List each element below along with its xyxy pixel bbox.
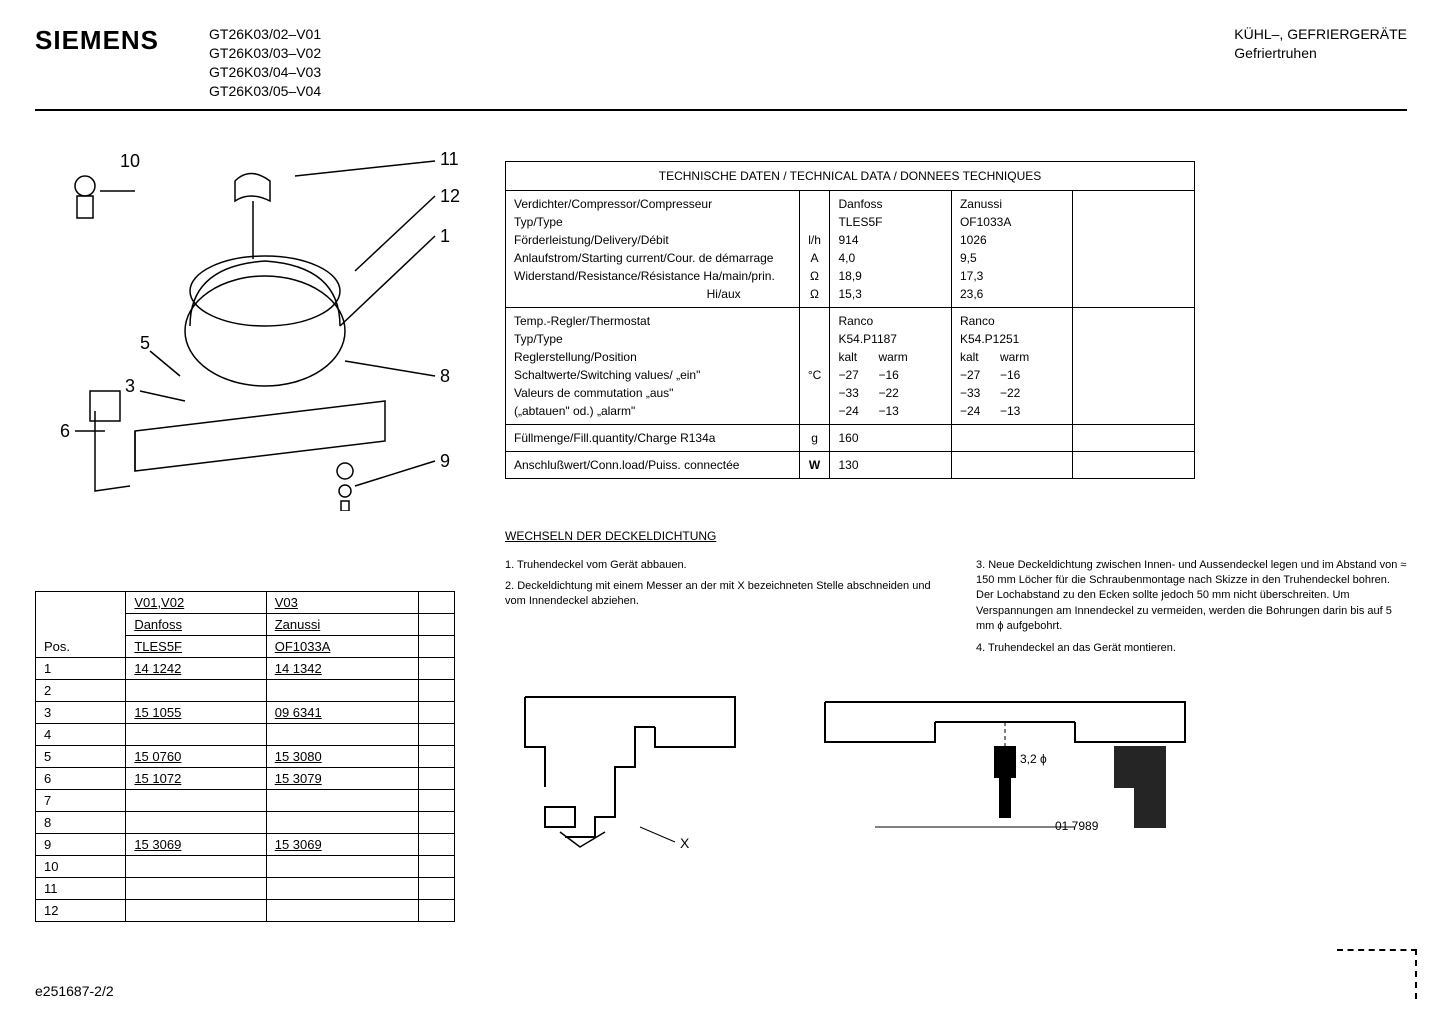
table-row: 10 bbox=[36, 855, 455, 877]
screw-mount-diagram: 3,2 ϕ 01 7989 bbox=[815, 687, 1195, 867]
model-list: GT26K03/02–V01 GT26K03/03–V02 GT26K03/04… bbox=[209, 25, 321, 101]
lower-diagrams: X 3,2 ϕ 01 7989 bbox=[505, 687, 1407, 867]
fold-mark bbox=[1337, 949, 1417, 999]
table-row: Pos. V01,V02 V03 bbox=[36, 591, 455, 613]
table-row: 515 076015 3080 bbox=[36, 745, 455, 767]
callout: 9 bbox=[440, 451, 450, 472]
header-left: SIEMENS GT26K03/02–V01 GT26K03/03–V02 GT… bbox=[35, 25, 321, 101]
data-col: Danfoss TLES5F 914 4,0 18,9 15,3 bbox=[830, 190, 952, 307]
col-header bbox=[419, 635, 455, 657]
col-header bbox=[419, 591, 455, 613]
tech-title: TECHNISCHE DATEN / TECHNICAL DATA / DONN… bbox=[506, 161, 1195, 190]
thermostat-labels: Temp.-Regler/Thermostat Typ/Type Reglers… bbox=[506, 307, 800, 424]
fill-label: Füllmenge/Fill.quantity/Charge R134a bbox=[506, 424, 800, 451]
brand-logo: SIEMENS bbox=[35, 25, 159, 101]
header-right: KÜHL–, GEFRIERGERÄTE Gefriertruhen bbox=[1234, 25, 1407, 63]
instruction-step: 2. Deckeldichtung mit einem Messer an de… bbox=[505, 579, 936, 610]
gasket-cut-diagram: X bbox=[505, 687, 755, 867]
main-content: 10 11 12 1 5 3 6 8 9 Pos. V01,V02 V03 Da… bbox=[35, 131, 1407, 922]
category: KÜHL–, GEFRIERGERÄTE bbox=[1234, 25, 1407, 44]
instructions-left: 1. Truhendeckel vom Gerät abbauen. 2. De… bbox=[505, 558, 936, 662]
table-row: TECHNISCHE DATEN / TECHNICAL DATA / DONN… bbox=[506, 161, 1195, 190]
callout: 10 bbox=[120, 151, 140, 172]
conn-label: Anschlußwert/Conn.load/Puiss. connectée bbox=[506, 451, 800, 478]
instruction-step: 1. Truhendeckel vom Gerät abbauen. bbox=[505, 558, 936, 573]
table-row: 7 bbox=[36, 789, 455, 811]
data-col: Ranco K54.P1251 kaltwarm −27−16 −33−22 −… bbox=[951, 307, 1073, 424]
table-row: 8 bbox=[36, 811, 455, 833]
instructions-right: 3. Neue Deckeldichtung zwischen Innen- u… bbox=[976, 558, 1407, 662]
model-line: GT26K03/05–V04 bbox=[209, 82, 321, 101]
data-col bbox=[1073, 190, 1195, 307]
data-col: Zanussi OF1033A 1026 9,5 17,3 23,6 bbox=[951, 190, 1073, 307]
callout: 12 bbox=[440, 186, 460, 207]
subcategory: Gefriertruhen bbox=[1234, 44, 1407, 63]
col-header bbox=[419, 613, 455, 635]
model-line: GT26K03/02–V01 bbox=[209, 25, 321, 44]
instructions-block: 1. Truhendeckel vom Gerät abbauen. 2. De… bbox=[505, 558, 1407, 662]
col-header: V03 bbox=[266, 591, 419, 613]
technical-data-table: TECHNISCHE DATEN / TECHNICAL DATA / DONN… bbox=[505, 161, 1195, 479]
right-column: TECHNISCHE DATEN / TECHNICAL DATA / DONN… bbox=[505, 131, 1407, 922]
model-line: GT26K03/04–V03 bbox=[209, 63, 321, 82]
table-row: Füllmenge/Fill.quantity/Charge R134a g 1… bbox=[506, 424, 1195, 451]
callout-x: X bbox=[680, 835, 689, 851]
pos-header: Pos. bbox=[36, 591, 126, 657]
table-row: 11 bbox=[36, 877, 455, 899]
table-row: 2 bbox=[36, 679, 455, 701]
page-header: SIEMENS GT26K03/02–V01 GT26K03/03–V02 GT… bbox=[35, 25, 1407, 111]
col-header: Zanussi bbox=[266, 613, 419, 635]
callout: 6 bbox=[60, 421, 70, 442]
col-header: Danfoss bbox=[126, 613, 266, 635]
page-footer: e251687-2/2 bbox=[35, 983, 114, 999]
callout-part: 01 7989 bbox=[1055, 819, 1098, 833]
compressor-diagram-svg bbox=[35, 131, 455, 511]
callout: 3 bbox=[125, 376, 135, 397]
col-header: TLES5F bbox=[126, 635, 266, 657]
callout: 5 bbox=[140, 333, 150, 354]
callout: 1 bbox=[440, 226, 450, 247]
unit-col: °C bbox=[799, 307, 830, 424]
callout: 11 bbox=[440, 149, 459, 170]
model-line: GT26K03/03–V02 bbox=[209, 44, 321, 63]
parts-table: Pos. V01,V02 V03 Danfoss Zanussi TLES5F … bbox=[35, 591, 455, 922]
table-row: 12 bbox=[36, 899, 455, 921]
instruction-step: 4. Truhendeckel an das Gerät montieren. bbox=[976, 641, 1407, 656]
table-row: 4 bbox=[36, 723, 455, 745]
unit-col: l/h A Ω Ω bbox=[799, 190, 830, 307]
instructions-title: WECHSELN DER DECKELDICHTUNG bbox=[505, 529, 1407, 543]
data-col: Ranco K54.P1187 kaltwarm −27−16 −33−22 −… bbox=[830, 307, 952, 424]
table-row: 315 105509 6341 bbox=[36, 701, 455, 723]
table-row: Temp.-Regler/Thermostat Typ/Type Reglers… bbox=[506, 307, 1195, 424]
table-row: 114 124214 1342 bbox=[36, 657, 455, 679]
callout: 8 bbox=[440, 366, 450, 387]
col-header: OF1033A bbox=[266, 635, 419, 657]
col-header: V01,V02 bbox=[126, 591, 266, 613]
data-col bbox=[1073, 307, 1195, 424]
table-row: Anschlußwert/Conn.load/Puiss. connectée … bbox=[506, 451, 1195, 478]
compressor-labels: Verdichter/Compressor/Compresseur Typ/Ty… bbox=[506, 190, 800, 307]
instruction-step: 3. Neue Deckeldichtung zwischen Innen- u… bbox=[976, 558, 1407, 635]
exploded-diagram: 10 11 12 1 5 3 6 8 9 bbox=[35, 131, 455, 511]
callout-dim: 3,2 ϕ bbox=[1020, 752, 1047, 766]
table-row: Verdichter/Compressor/Compresseur Typ/Ty… bbox=[506, 190, 1195, 307]
mount-svg bbox=[815, 687, 1195, 867]
left-column: 10 11 12 1 5 3 6 8 9 Pos. V01,V02 V03 Da… bbox=[35, 131, 455, 922]
table-row: 915 306915 3069 bbox=[36, 833, 455, 855]
table-row: 615 107215 3079 bbox=[36, 767, 455, 789]
gasket-svg bbox=[505, 687, 755, 867]
